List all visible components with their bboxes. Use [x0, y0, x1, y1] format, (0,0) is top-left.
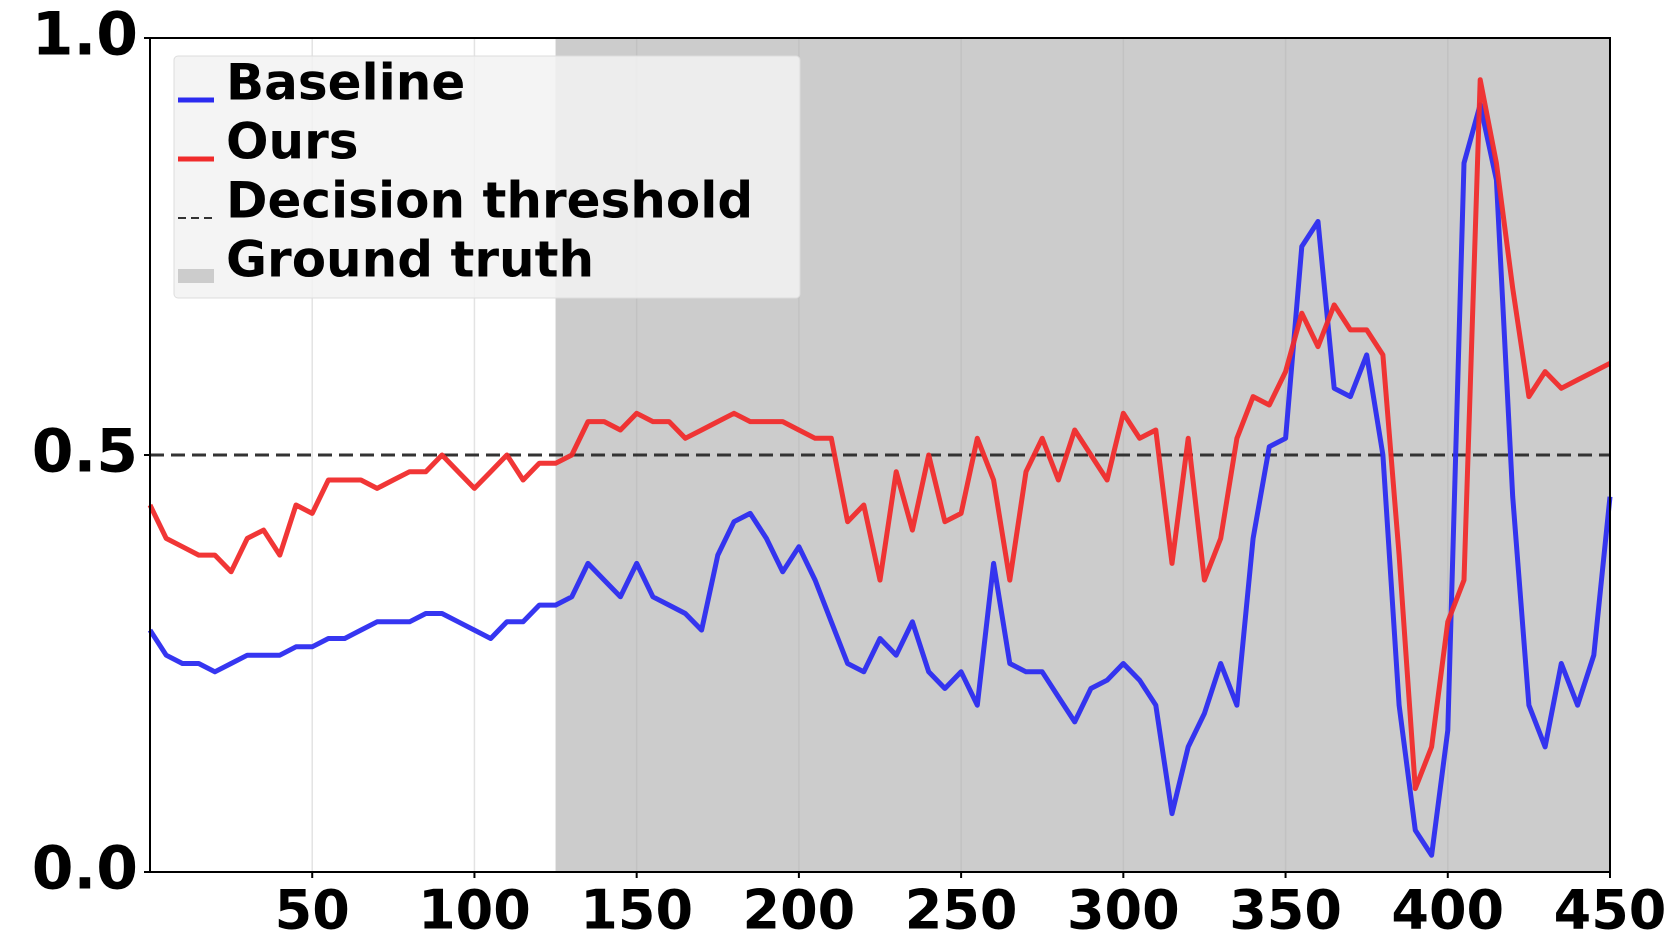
y-tick-label: 1.0 [32, 0, 138, 70]
x-tick-label: 150 [580, 879, 693, 942]
legend-label: Ours [226, 113, 359, 171]
legend-box [173, 55, 801, 299]
series-line [147, 77, 1612, 792]
series-line [147, 102, 1613, 858]
legend-label: Baseline [226, 54, 465, 112]
legend-label: Decision threshold [226, 172, 753, 230]
y-tick-label: 0.0 [32, 834, 138, 904]
plot-frame [149, 37, 1611, 873]
x-tick-label: 100 [418, 879, 531, 942]
x-tick-label: 250 [905, 879, 1018, 942]
x-tick-label: 450 [1554, 879, 1667, 942]
y-tick-label: 0.5 [32, 417, 138, 487]
x-tick-label: 50 [275, 879, 350, 942]
x-tick-label: 350 [1229, 879, 1342, 942]
x-tick-label: 300 [1067, 879, 1180, 942]
x-tick-label: 200 [743, 879, 856, 942]
x-tick-label: 400 [1391, 879, 1504, 942]
legend-label: Ground truth [226, 231, 594, 289]
legend-handle [178, 269, 214, 283]
